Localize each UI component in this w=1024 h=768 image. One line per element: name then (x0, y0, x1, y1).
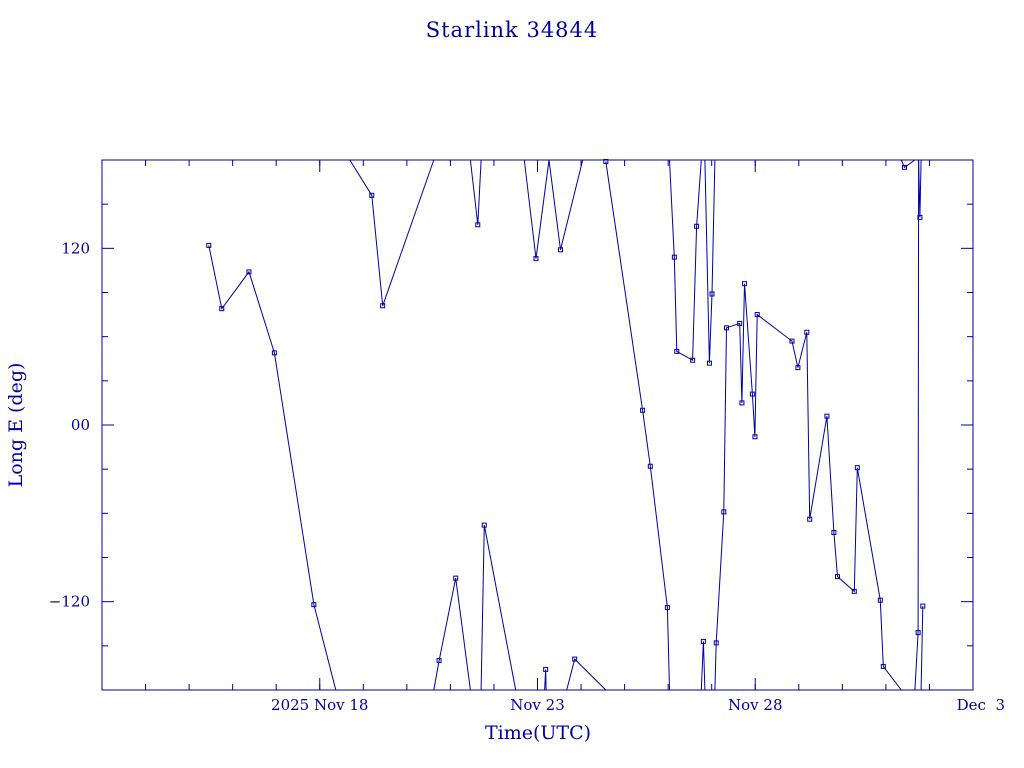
data-point (664, 605, 670, 611)
chart-title: Starlink 34844 (426, 18, 599, 42)
data-point (543, 666, 549, 672)
data-point (749, 391, 755, 397)
data-point (807, 516, 813, 522)
series-line (480, 525, 517, 691)
data-point (789, 338, 795, 344)
series-line (918, 159, 922, 218)
data-point (671, 254, 677, 260)
data-point (880, 663, 886, 669)
data-point (724, 325, 730, 331)
series-line (566, 658, 607, 691)
y-axis-label: Long E (deg) (5, 363, 27, 488)
data-point (920, 603, 926, 609)
y-tick-label: 00 (71, 416, 90, 434)
series-line (920, 606, 924, 691)
series-line (700, 641, 706, 691)
data-point (915, 630, 921, 636)
x-tick-labels: 2025 Nov 18 Nov 23 Nov 28 Dec 3 (271, 696, 1005, 714)
series-line (714, 283, 902, 691)
data-point (572, 656, 578, 662)
data-point (690, 357, 696, 363)
data-point (219, 306, 225, 312)
data-point (737, 320, 743, 326)
data-point (831, 529, 837, 535)
series-line (548, 159, 584, 250)
x-tick-label: Dec 3 (957, 696, 1005, 714)
data-point (246, 269, 252, 275)
data-point (453, 575, 459, 581)
data-point (271, 350, 277, 356)
data-point (640, 407, 646, 413)
x-tick-label: 2025 Nov 18 (271, 696, 368, 714)
data-point (206, 242, 212, 248)
data-point (742, 281, 748, 287)
data-point (475, 222, 481, 228)
series-line (914, 159, 920, 691)
data-point (713, 640, 719, 646)
data-point (917, 214, 923, 220)
series-line (469, 159, 482, 225)
data-point (901, 164, 907, 170)
series-line (544, 669, 547, 691)
data-point (709, 291, 715, 297)
data-point (739, 400, 745, 406)
y-tick-labels: 120 00 −120 (49, 239, 90, 610)
axis-ticks (102, 160, 974, 690)
data-point (795, 365, 801, 371)
data-point (835, 574, 841, 580)
x-tick-label: Nov 23 (510, 696, 565, 714)
x-tick-label: Nov 28 (728, 696, 783, 714)
series-line (433, 578, 471, 691)
data-point (752, 434, 758, 440)
series-line (605, 161, 670, 691)
series-line (704, 159, 716, 364)
data-point (694, 223, 700, 229)
data-point (721, 509, 727, 515)
data-point (533, 256, 539, 262)
data-point (824, 413, 830, 419)
data-point (380, 303, 386, 309)
plot-frame (101, 159, 974, 691)
data-point (481, 522, 487, 528)
data-point (369, 192, 375, 198)
series-line (523, 159, 550, 259)
data-point (754, 312, 760, 318)
data-point (647, 463, 653, 469)
series-line (669, 159, 702, 362)
data-point (674, 348, 680, 354)
y-tick-label: −120 (49, 593, 90, 611)
data-point (804, 329, 810, 335)
series-line (208, 245, 337, 691)
series-line (900, 159, 916, 169)
x-axis-label: Time(UTC) (485, 722, 591, 744)
data-point (706, 360, 712, 366)
data-point (851, 588, 857, 594)
data-point (700, 638, 706, 644)
data-series (206, 158, 926, 691)
data-point (603, 158, 609, 164)
data-point (854, 465, 860, 471)
series-line (349, 159, 435, 306)
data-point (436, 658, 442, 664)
data-point (311, 602, 317, 608)
data-point (877, 597, 883, 603)
data-point (557, 247, 563, 253)
y-tick-label: 120 (61, 239, 90, 257)
